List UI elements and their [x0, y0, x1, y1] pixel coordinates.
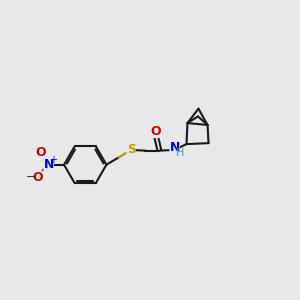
Text: S: S	[127, 143, 136, 157]
Text: O: O	[151, 125, 161, 138]
Text: N: N	[44, 158, 54, 171]
Text: +: +	[49, 155, 56, 165]
Text: O: O	[35, 146, 46, 159]
Text: −: −	[26, 171, 36, 184]
Text: H: H	[176, 148, 184, 158]
Text: N: N	[169, 141, 180, 154]
Text: O: O	[33, 171, 44, 184]
